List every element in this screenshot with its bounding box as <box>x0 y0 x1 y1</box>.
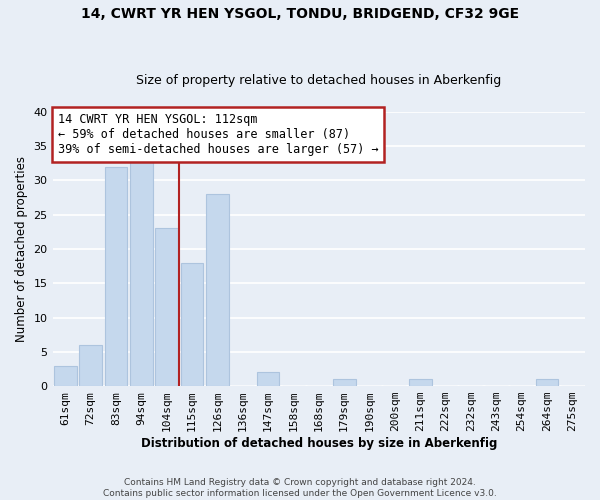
Bar <box>181 262 203 386</box>
X-axis label: Distribution of detached houses by size in Aberkenfig: Distribution of detached houses by size … <box>140 437 497 450</box>
Bar <box>130 160 152 386</box>
Bar <box>257 372 280 386</box>
Text: 14, CWRT YR HEN YSGOL, TONDU, BRIDGEND, CF32 9GE: 14, CWRT YR HEN YSGOL, TONDU, BRIDGEND, … <box>81 8 519 22</box>
Bar <box>155 228 178 386</box>
Bar <box>104 166 127 386</box>
Bar <box>409 379 431 386</box>
Bar <box>54 366 77 386</box>
Bar <box>79 345 102 386</box>
Bar <box>206 194 229 386</box>
Text: Contains HM Land Registry data © Crown copyright and database right 2024.
Contai: Contains HM Land Registry data © Crown c… <box>103 478 497 498</box>
Title: Size of property relative to detached houses in Aberkenfig: Size of property relative to detached ho… <box>136 74 502 87</box>
Y-axis label: Number of detached properties: Number of detached properties <box>15 156 28 342</box>
Bar <box>333 379 356 386</box>
Text: 14 CWRT YR HEN YSGOL: 112sqm
← 59% of detached houses are smaller (87)
39% of se: 14 CWRT YR HEN YSGOL: 112sqm ← 59% of de… <box>58 113 379 156</box>
Bar <box>536 379 559 386</box>
